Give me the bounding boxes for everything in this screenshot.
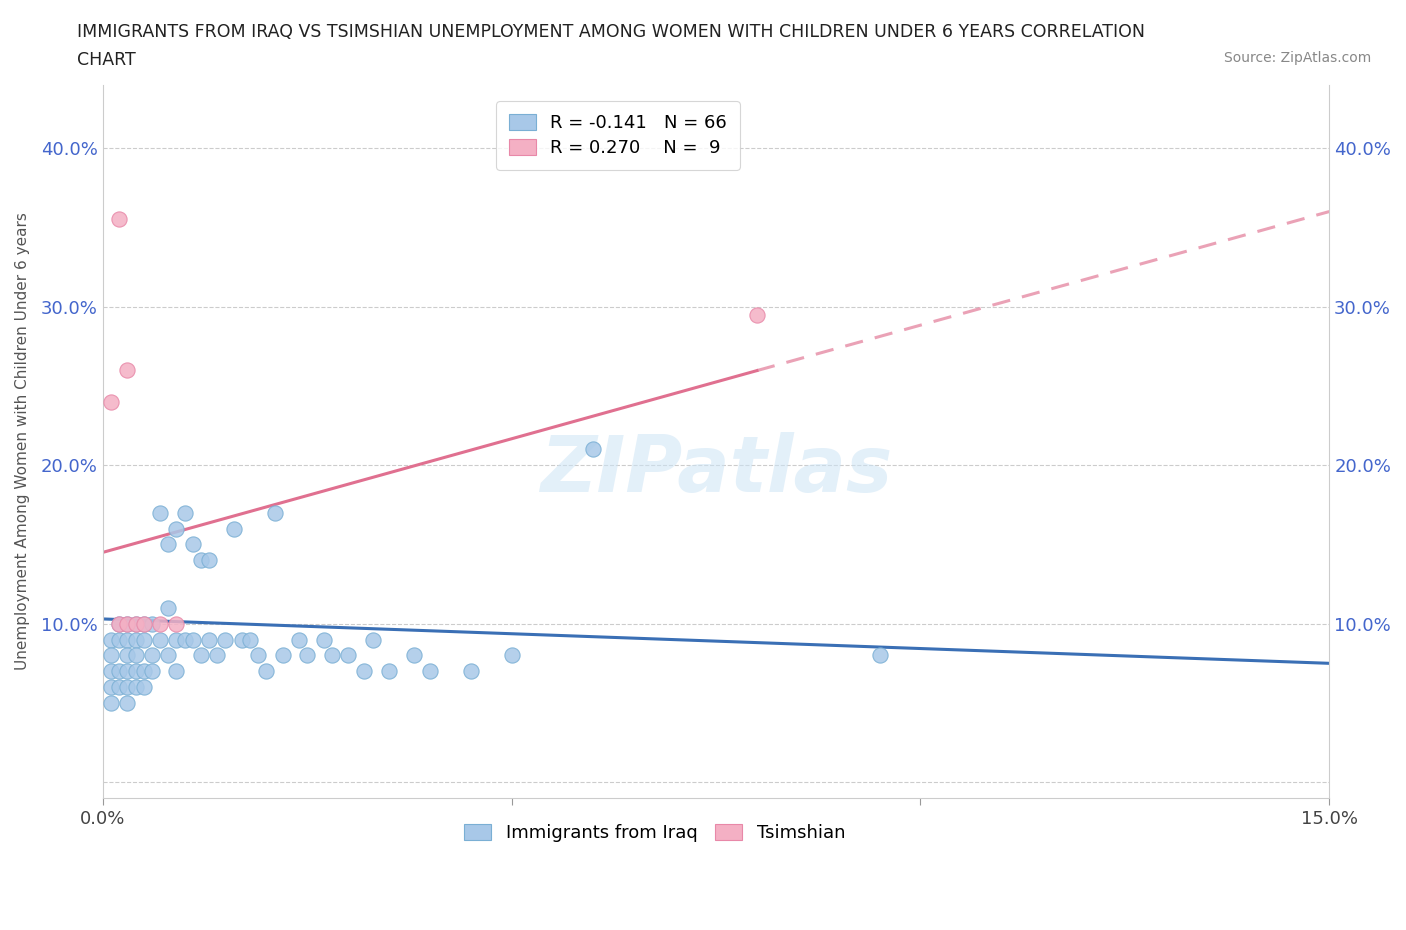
Point [263, 505, 285, 520]
Point [173, 505, 195, 520]
Point [190, 552, 212, 567]
Point [165, 617, 187, 631]
Point [402, 648, 425, 663]
Point [222, 521, 245, 536]
Point [100, 680, 122, 695]
Point [149, 632, 172, 647]
Point [141, 617, 163, 631]
Point [198, 632, 221, 647]
Point [132, 617, 155, 631]
Point [157, 537, 180, 551]
Point [271, 648, 294, 663]
Point [108, 617, 131, 631]
Point [117, 617, 139, 631]
Point [100, 394, 122, 409]
Point [353, 664, 375, 679]
Text: CHART: CHART [77, 51, 136, 69]
Point [117, 664, 139, 679]
Text: IMMIGRANTS FROM IRAQ VS TSIMSHIAN UNEMPLOYMENT AMONG WOMEN WITH CHILDREN UNDER 6: IMMIGRANTS FROM IRAQ VS TSIMSHIAN UNEMPL… [77, 23, 1146, 41]
Point [100, 664, 122, 679]
Point [181, 632, 204, 647]
Point [124, 680, 146, 695]
Text: ZIPatlas: ZIPatlas [540, 432, 893, 508]
Y-axis label: Unemployment Among Women with Children Under 6 years: Unemployment Among Women with Children U… [15, 212, 30, 671]
Point [108, 680, 131, 695]
Point [100, 632, 122, 647]
Point [165, 521, 187, 536]
Point [582, 442, 605, 457]
Text: Source: ZipAtlas.com: Source: ZipAtlas.com [1223, 51, 1371, 65]
Point [117, 696, 139, 711]
Point [419, 664, 441, 679]
Point [141, 664, 163, 679]
Point [117, 363, 139, 378]
Point [745, 307, 768, 322]
Point [337, 648, 360, 663]
Point [321, 648, 343, 663]
Point [132, 664, 155, 679]
Point [157, 648, 180, 663]
Point [117, 680, 139, 695]
Point [117, 617, 139, 631]
Point [100, 648, 122, 663]
Point [312, 632, 335, 647]
Point [247, 648, 270, 663]
Point [207, 648, 229, 663]
Point [149, 505, 172, 520]
Point [124, 648, 146, 663]
Point [124, 632, 146, 647]
Point [869, 648, 891, 663]
Point [132, 632, 155, 647]
Point [231, 632, 253, 647]
Point [117, 632, 139, 647]
Legend: Immigrants from Iraq, Tsimshian: Immigrants from Iraq, Tsimshian [457, 817, 852, 850]
Point [361, 632, 384, 647]
Point [165, 664, 187, 679]
Point [165, 632, 187, 647]
Point [297, 648, 319, 663]
Point [108, 632, 131, 647]
Point [141, 648, 163, 663]
Point [190, 648, 212, 663]
Point [198, 552, 221, 567]
Point [239, 632, 262, 647]
Point [173, 632, 195, 647]
Point [132, 617, 155, 631]
Point [124, 664, 146, 679]
Point [378, 664, 401, 679]
Point [501, 648, 523, 663]
Point [108, 617, 131, 631]
Point [254, 664, 277, 679]
Point [117, 648, 139, 663]
Point [149, 617, 172, 631]
Point [214, 632, 236, 647]
Point [157, 601, 180, 616]
Point [124, 617, 146, 631]
Point [108, 664, 131, 679]
Point [181, 537, 204, 551]
Point [124, 617, 146, 631]
Point [108, 212, 131, 227]
Point [288, 632, 311, 647]
Point [132, 680, 155, 695]
Point [100, 696, 122, 711]
Point [460, 664, 482, 679]
